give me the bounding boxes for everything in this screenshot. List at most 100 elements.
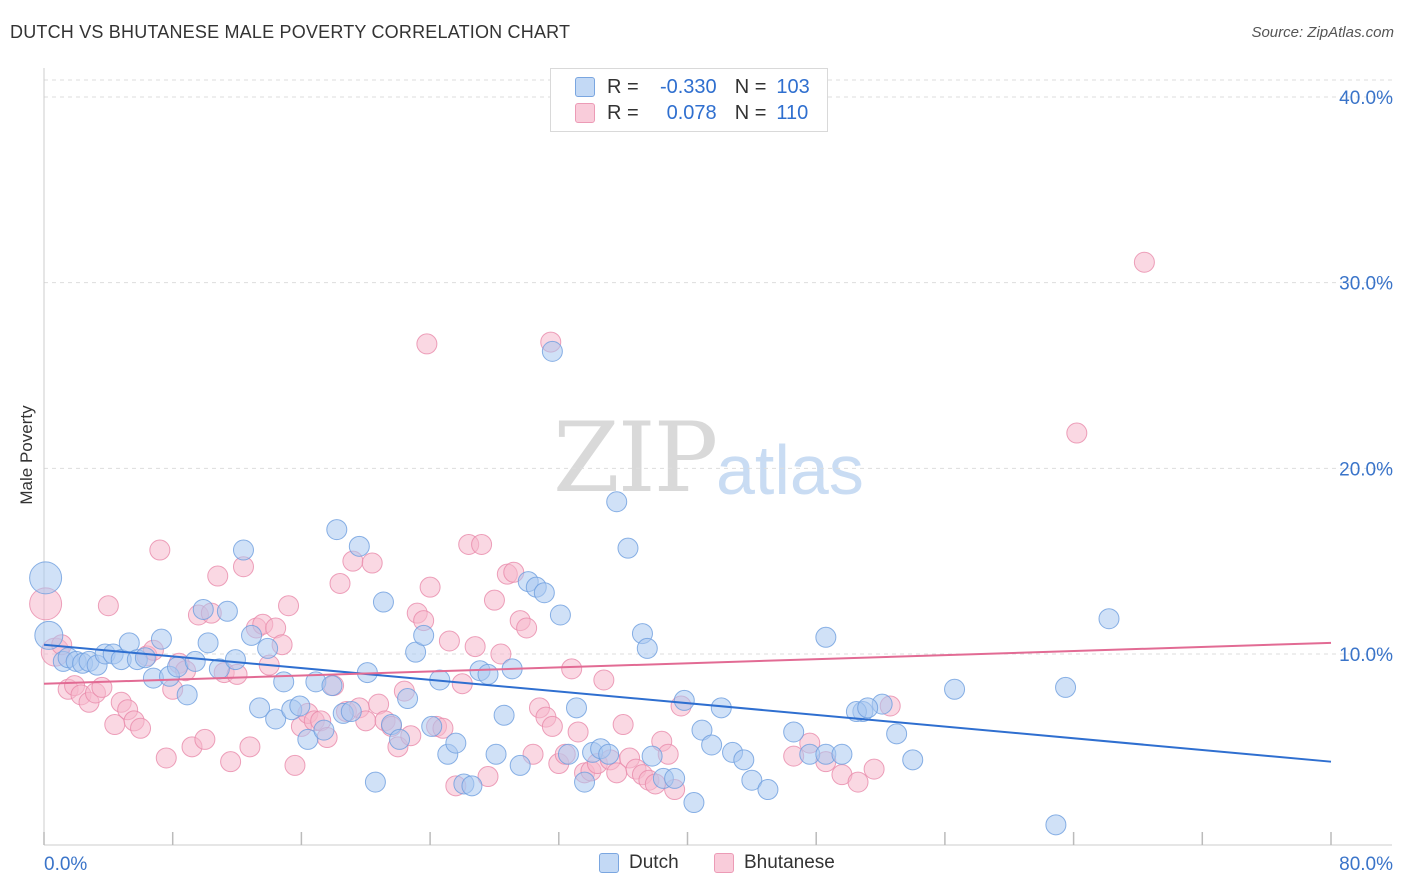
legend-label-dutch: Dutch bbox=[629, 852, 679, 873]
bhutanese-point bbox=[149, 539, 171, 561]
watermark-atlas: atlas bbox=[716, 431, 864, 509]
x-tick-label: 80.0% bbox=[1339, 854, 1393, 875]
dutch-point bbox=[150, 628, 172, 650]
dutch-point bbox=[701, 734, 723, 756]
bhutanese-point bbox=[863, 758, 885, 780]
dutch-point bbox=[184, 650, 206, 672]
bhutanese-point bbox=[541, 715, 563, 737]
dutch-point bbox=[1098, 608, 1120, 630]
dutch-point bbox=[944, 678, 966, 700]
bhutanese-point bbox=[561, 658, 583, 680]
points-layer bbox=[29, 251, 1155, 836]
y-tick-label: 30.0% bbox=[1339, 274, 1393, 295]
dutch-point bbox=[733, 749, 755, 771]
bhutanese-point bbox=[593, 669, 615, 691]
series-legend: Dutch Bhutanese bbox=[0, 852, 1406, 876]
dutch-legend-swatch bbox=[599, 853, 619, 873]
dutch-point bbox=[297, 728, 319, 750]
dutch-point bbox=[29, 561, 63, 595]
legend-n-value: 110 bbox=[776, 101, 809, 124]
legend-row-bhutanese: R = 0.078 N = 110 bbox=[575, 101, 808, 125]
dutch-point bbox=[397, 688, 419, 710]
dutch-point bbox=[831, 743, 853, 765]
dutch-point bbox=[691, 719, 713, 741]
dutch-point bbox=[549, 604, 571, 626]
dutch-point bbox=[241, 624, 263, 646]
dutch-trend-line bbox=[43, 643, 1332, 763]
dutch-point bbox=[326, 519, 348, 541]
dutch-point bbox=[673, 689, 695, 711]
bhutanese-point bbox=[416, 333, 438, 355]
dutch-point bbox=[541, 340, 563, 362]
legend-n-label: N = bbox=[734, 75, 767, 98]
dutch-point bbox=[598, 743, 620, 765]
legend-row-dutch: R = -0.330 N = 103 bbox=[575, 75, 810, 99]
dutch-point bbox=[485, 743, 507, 765]
dutch-point bbox=[533, 582, 555, 604]
dutch-point bbox=[636, 637, 658, 659]
dutch-point bbox=[641, 745, 663, 767]
dutch-point bbox=[224, 649, 246, 671]
tick-label-layer: 10.0% 20.0% 30.0% 40.0% 0.0% 80.0% bbox=[44, 88, 1393, 875]
source-label: Source: ZipAtlas.com bbox=[1251, 24, 1394, 41]
bhutanese-point bbox=[1066, 422, 1088, 444]
bhutanese-point bbox=[612, 714, 634, 736]
legend-r-value: -0.330 bbox=[659, 75, 717, 98]
bhutanese-point bbox=[471, 533, 493, 555]
y-tick-label: 40.0% bbox=[1339, 88, 1393, 109]
dutch-point bbox=[348, 535, 370, 557]
bhutanese-point bbox=[239, 736, 261, 758]
bhutanese-point bbox=[194, 728, 216, 750]
dutch-point bbox=[364, 771, 386, 793]
bhutanese-point bbox=[490, 643, 512, 665]
dutch-point bbox=[313, 719, 335, 741]
bhutanese-point bbox=[847, 771, 869, 793]
watermark-zip: ZIP bbox=[553, 402, 718, 514]
dutch-point bbox=[565, 697, 587, 719]
dutch-point bbox=[249, 697, 271, 719]
bhutanese-point bbox=[477, 766, 499, 788]
bhutanese-legend-swatch bbox=[714, 853, 734, 873]
dutch-point bbox=[273, 671, 295, 693]
bhutanese-point bbox=[1133, 251, 1155, 273]
dutch-point bbox=[741, 769, 763, 791]
bhutanese-point bbox=[464, 636, 486, 658]
dutch-point bbox=[372, 591, 394, 613]
bhutanese-point bbox=[207, 565, 229, 587]
y-tick-label: 20.0% bbox=[1339, 459, 1393, 480]
y-axis-label: Male Poverty bbox=[17, 405, 36, 505]
dutch-point bbox=[192, 598, 214, 620]
bhutanese-point bbox=[220, 751, 242, 773]
dutch-point bbox=[509, 754, 531, 776]
dutch-point bbox=[289, 695, 311, 717]
legend-item-bhutanese: Bhutanese bbox=[714, 852, 835, 874]
dutch-point bbox=[257, 637, 279, 659]
chart-title: DUTCH VS BHUTANESE MALE POVERTY CORRELAT… bbox=[10, 22, 571, 42]
dutch-swatch bbox=[575, 77, 595, 97]
dutch-point bbox=[902, 749, 924, 771]
bhutanese-point bbox=[97, 595, 119, 617]
dutch-point bbox=[557, 743, 579, 765]
dutch-point bbox=[134, 647, 156, 669]
dutch-point bbox=[34, 620, 64, 650]
dutch-point bbox=[340, 701, 362, 723]
dutch-point bbox=[1045, 814, 1067, 836]
bhutanese-point bbox=[361, 552, 383, 574]
dutch-point bbox=[413, 624, 435, 646]
dutch-point bbox=[815, 626, 837, 648]
dutch-point bbox=[265, 708, 287, 730]
bhutanese-point bbox=[483, 589, 505, 611]
dutch-point bbox=[574, 771, 596, 793]
bhutanese-point bbox=[155, 747, 177, 769]
bhutanese-point bbox=[419, 576, 441, 598]
dutch-point bbox=[606, 491, 628, 513]
bhutanese-point bbox=[567, 721, 589, 743]
legend-item-dutch: Dutch bbox=[599, 852, 679, 874]
dutch-point bbox=[461, 775, 483, 797]
legend-n-label: N = bbox=[734, 101, 767, 124]
bhutanese-point bbox=[284, 754, 306, 776]
trend-layer bbox=[43, 641, 1332, 763]
dutch-point bbox=[477, 663, 499, 685]
bhutanese-point bbox=[438, 630, 460, 652]
